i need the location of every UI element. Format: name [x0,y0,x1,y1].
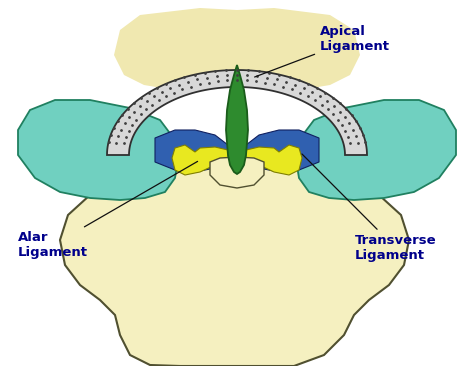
Polygon shape [296,100,456,200]
Text: Alar
Ligament: Alar Ligament [18,161,198,259]
Polygon shape [172,145,228,175]
Polygon shape [18,100,178,200]
Text: Transverse
Ligament: Transverse Ligament [302,154,437,262]
Polygon shape [210,157,264,188]
Polygon shape [246,130,319,172]
Polygon shape [107,70,367,155]
Polygon shape [114,8,360,90]
Polygon shape [60,157,409,366]
Polygon shape [246,145,302,175]
Polygon shape [226,65,248,174]
Text: Apical
Ligament: Apical Ligament [255,25,390,77]
Polygon shape [155,130,228,172]
Bar [228,143,246,165]
